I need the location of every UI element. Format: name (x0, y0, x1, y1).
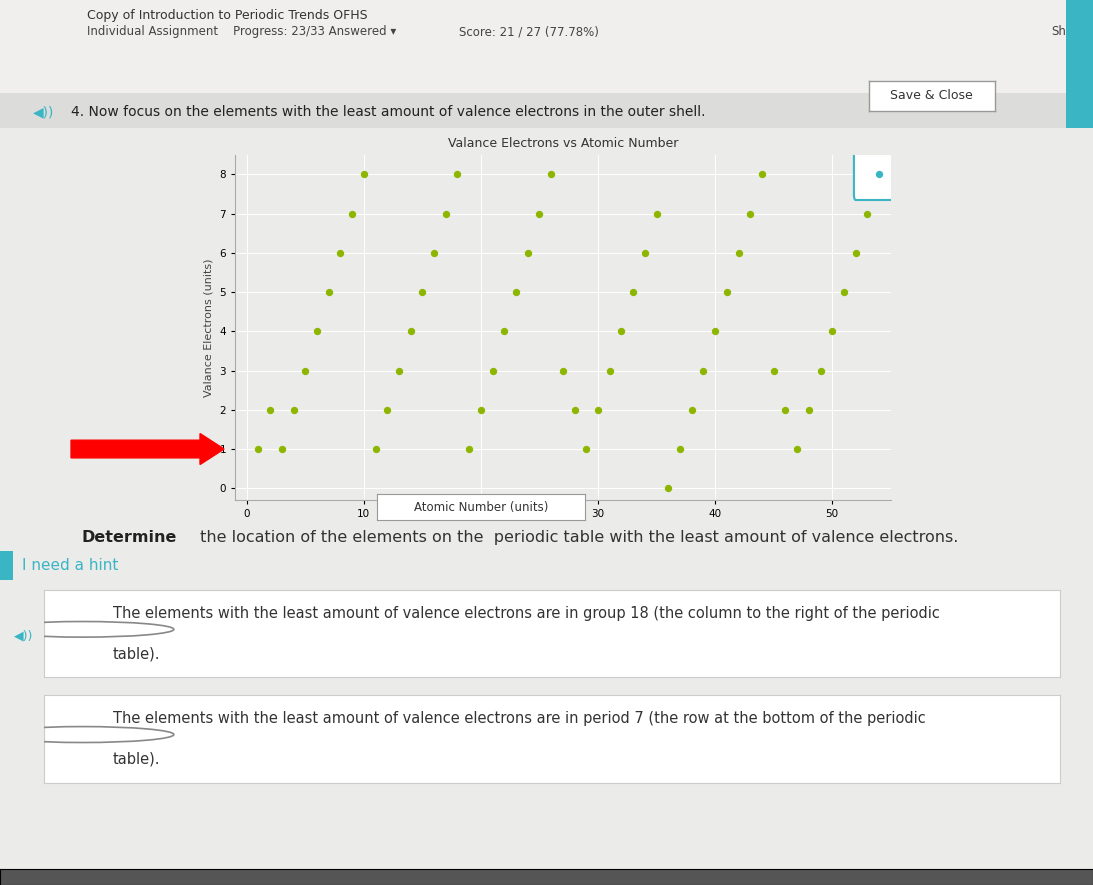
Point (331, 246, 349, 260)
Point (835, 285, 853, 299)
Point (601, 364, 619, 378)
FancyBboxPatch shape (854, 149, 904, 200)
Point (320, 285, 338, 299)
Point (495, 324, 513, 338)
Point (285, 403, 303, 417)
Text: ◀)): ◀)) (14, 629, 34, 642)
Point (859, 206, 877, 220)
Point (671, 442, 689, 456)
Point (425, 246, 443, 260)
Text: Determine: Determine (82, 529, 177, 544)
Point (753, 167, 771, 181)
Point (847, 246, 865, 260)
Point (777, 403, 795, 417)
Point (343, 206, 361, 220)
Point (566, 403, 584, 417)
Point (484, 364, 502, 378)
Text: Save & Close: Save & Close (891, 89, 973, 102)
Text: Individual Assignment    Progress: 23/33 Answered ▾: Individual Assignment Progress: 23/33 An… (87, 26, 397, 38)
Point (706, 324, 724, 338)
Point (542, 167, 560, 181)
Text: the location of the elements on the  periodic table with the least amount of val: the location of the elements on the peri… (195, 529, 957, 544)
Point (472, 403, 490, 417)
Point (531, 206, 549, 220)
Text: table).: table). (113, 646, 161, 661)
Text: The elements with the least amount of valence electrons are in period 7 (the row: The elements with the least amount of va… (113, 712, 926, 726)
Point (765, 364, 783, 378)
Point (390, 364, 408, 378)
Point (378, 403, 396, 417)
Point (589, 403, 607, 417)
Point (624, 285, 642, 299)
Point (730, 246, 748, 260)
Point (296, 364, 314, 378)
Text: 4. Now focus on the elements with the least amount of valence electrons in the o: 4. Now focus on the elements with the le… (71, 105, 706, 119)
Text: Atomic Number (units): Atomic Number (units) (414, 501, 548, 513)
Point (788, 442, 806, 456)
Text: I need a hint: I need a hint (22, 558, 118, 573)
Point (402, 324, 420, 338)
Text: Sh: Sh (1050, 26, 1066, 38)
Point (577, 442, 595, 456)
Point (449, 167, 467, 181)
Point (308, 324, 326, 338)
Point (554, 364, 572, 378)
Point (261, 403, 279, 417)
Point (519, 246, 537, 260)
Point (249, 442, 267, 456)
Point (636, 246, 654, 260)
Text: Score: 21 / 27 (77.78%): Score: 21 / 27 (77.78%) (459, 26, 599, 38)
Point (741, 206, 759, 220)
Text: The elements with the least amount of valence electrons are in group 18 (the col: The elements with the least amount of va… (113, 606, 940, 621)
Y-axis label: Valance Electrons (units): Valance Electrons (units) (203, 258, 214, 396)
FancyArrow shape (71, 434, 224, 465)
Point (718, 285, 736, 299)
Point (413, 285, 431, 299)
Point (648, 206, 666, 220)
Point (367, 442, 385, 456)
Point (460, 442, 478, 456)
Point (437, 206, 455, 220)
Point (823, 324, 841, 338)
Text: table).: table). (113, 752, 161, 766)
Point (683, 403, 701, 417)
Point (800, 403, 818, 417)
Point (355, 167, 373, 181)
Point (507, 285, 525, 299)
Point (870, 167, 888, 181)
Point (812, 364, 830, 378)
Point (659, 481, 677, 496)
Text: ◀)): ◀)) (33, 105, 55, 119)
Title: Valance Electrons vs Atomic Number: Valance Electrons vs Atomic Number (448, 136, 678, 150)
Point (273, 442, 291, 456)
Point (613, 324, 631, 338)
Point (695, 364, 713, 378)
Text: Copy of Introduction to Periodic Trends OFHS: Copy of Introduction to Periodic Trends … (87, 10, 368, 22)
